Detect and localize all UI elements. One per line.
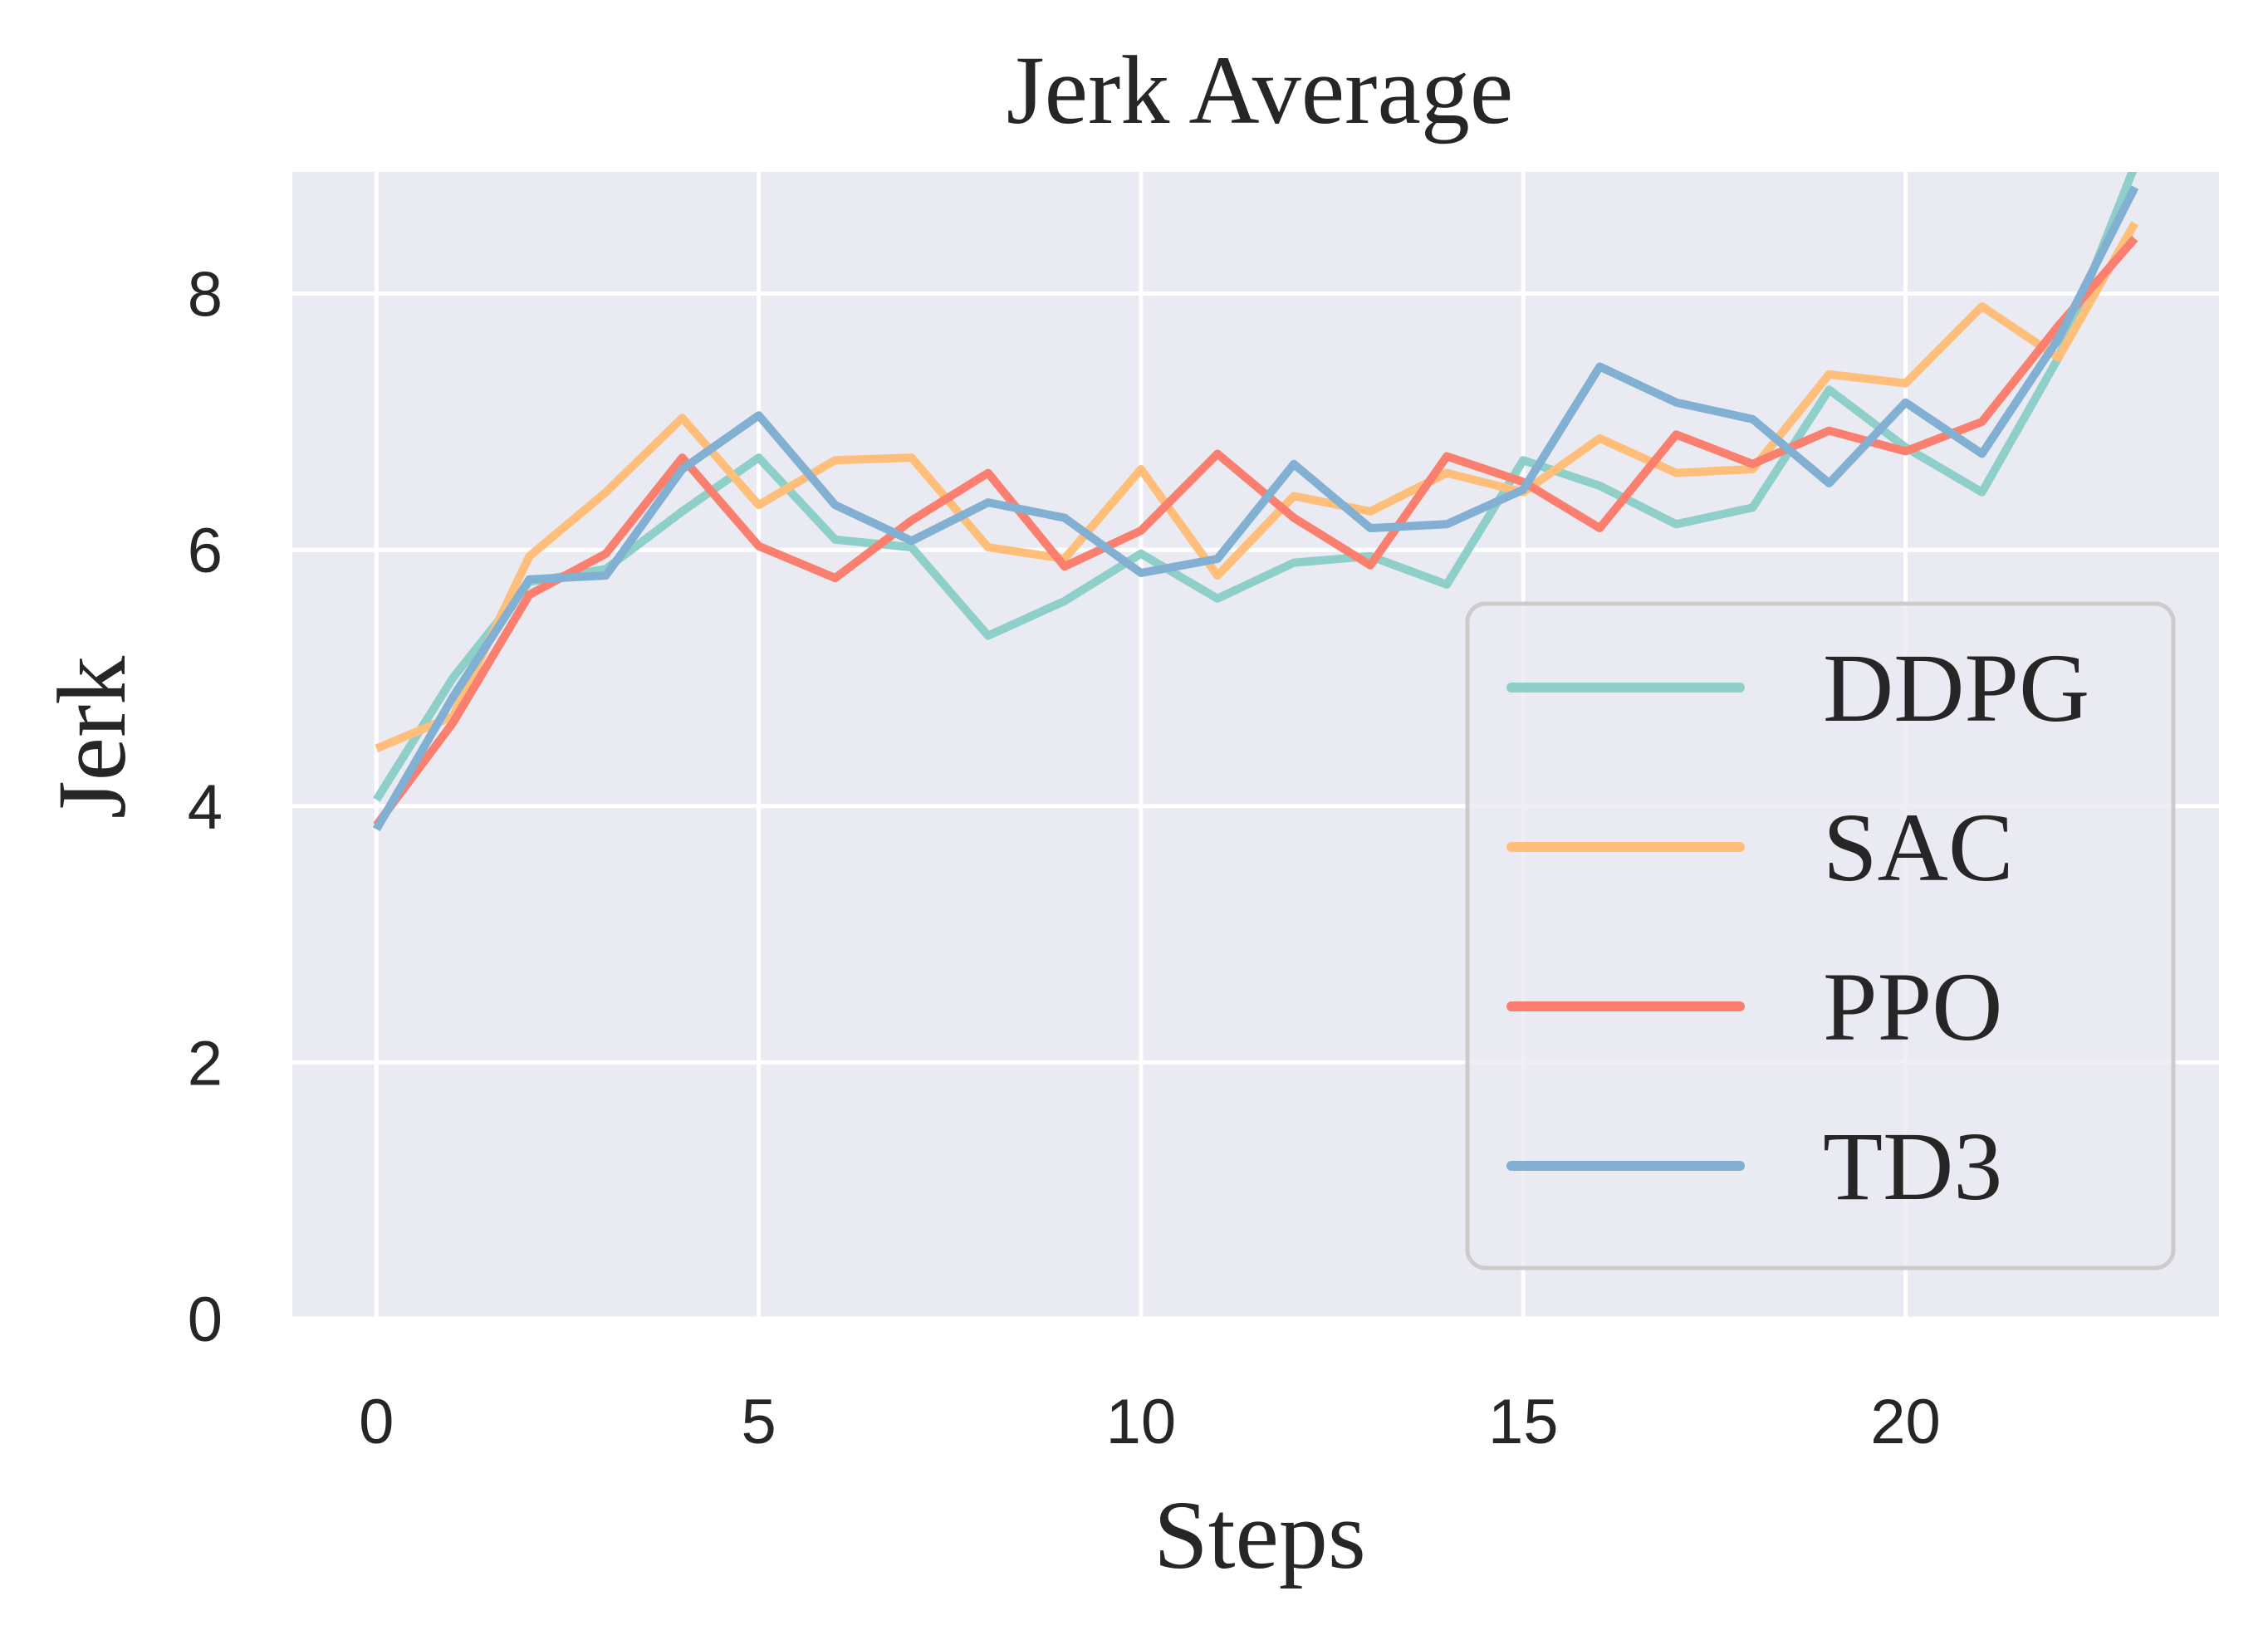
x-tick-label: 0: [359, 1387, 394, 1457]
y-tick-label: 4: [188, 772, 223, 843]
series-line-td3: [372, 185, 2139, 832]
x-axis-label: Steps: [1154, 1481, 1366, 1589]
series-line-ddpg: [373, 172, 2138, 802]
y-tick-label: 0: [188, 1285, 223, 1355]
x-tick-label: 15: [1488, 1387, 1559, 1457]
y-axis-label: Jerk: [37, 656, 146, 820]
x-tick-label: 20: [1870, 1387, 1941, 1457]
y-tick-label: 2: [188, 1028, 223, 1099]
legend: DDPG SAC PPO TD3: [1465, 601, 2176, 1270]
legend-label: DDPG: [1823, 634, 2089, 742]
series-line-ppo: [373, 235, 2138, 828]
legend-label: SAC: [1823, 793, 2014, 902]
x-tick-label: 5: [741, 1387, 776, 1457]
legend-label: TD3: [1823, 1112, 2002, 1221]
tick-labels: 0 5 10 15 20 0 2 4 6 8: [188, 260, 1941, 1457]
legend-label: PPO: [1823, 952, 2002, 1061]
x-tick-label: 10: [1106, 1387, 1177, 1457]
legend-box: [1465, 601, 2176, 1270]
y-tick-label: 6: [188, 516, 223, 586]
y-tick-label: 8: [188, 260, 223, 330]
chart-title: Jerk Average: [1007, 36, 1513, 144]
series-line-sac: [375, 221, 2139, 753]
series-lines: [372, 172, 2139, 832]
